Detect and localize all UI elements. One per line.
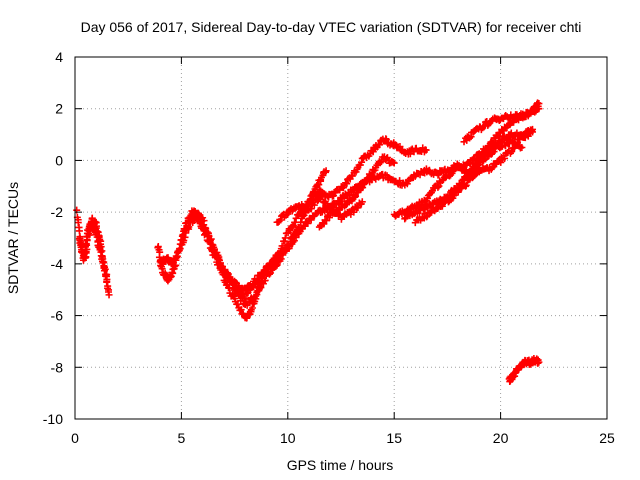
data-point-marker — [252, 292, 260, 300]
data-point-marker — [214, 254, 222, 262]
data-point-marker — [284, 210, 292, 218]
data-point-marker — [211, 248, 219, 256]
data-point-marker — [172, 252, 180, 260]
data-point-marker — [204, 231, 212, 239]
data-point-marker — [304, 219, 312, 227]
data-point-marker — [520, 131, 528, 139]
data-point-marker — [103, 275, 111, 283]
y-axis-label: SDTVAR / TECUs — [5, 182, 21, 294]
plot-frame — [74, 56, 608, 420]
data-point-marker — [292, 233, 300, 241]
x-tick-label: 15 — [386, 430, 402, 446]
data-point-marker — [490, 148, 498, 156]
data-point-marker — [535, 358, 543, 366]
data-point-marker — [318, 193, 326, 201]
axis-ticks: 0 5 10 15 20 25 -10 -8 -6 -4 -2 0 2 4 — [43, 49, 615, 446]
data-point-marker — [261, 276, 269, 284]
data-point-marker — [215, 255, 223, 263]
data-point-marker — [343, 180, 351, 188]
data-point-marker — [377, 158, 385, 166]
data-point-marker — [467, 170, 475, 178]
data-point-marker — [272, 262, 280, 270]
data-point-marker — [221, 267, 229, 275]
data-point-marker — [535, 105, 543, 113]
data-point-marker — [462, 181, 470, 189]
data-point-marker — [277, 216, 285, 224]
data-points — [73, 99, 543, 386]
data-point-marker — [292, 214, 300, 222]
data-point-marker — [281, 234, 289, 242]
y-tick-label: -10 — [43, 411, 63, 427]
data-point-marker — [310, 201, 318, 209]
y-tick-label: 0 — [55, 152, 63, 168]
data-point-marker — [501, 154, 509, 162]
data-point-marker — [288, 223, 296, 231]
data-point-marker — [257, 284, 265, 292]
data-point-marker — [470, 166, 478, 174]
data-point-marker — [307, 216, 315, 224]
y-tick-label: -4 — [51, 256, 64, 272]
data-point-marker — [289, 238, 297, 246]
data-point-marker — [191, 208, 199, 216]
x-tick-label: 5 — [178, 430, 186, 446]
data-point-marker — [488, 164, 496, 172]
data-point-marker — [105, 291, 113, 299]
data-point-marker — [291, 218, 299, 226]
x-tick-label: 20 — [493, 430, 509, 446]
data-point-marker — [422, 146, 430, 154]
data-point-marker — [326, 214, 334, 222]
data-point-marker — [528, 126, 536, 134]
data-point-marker — [164, 277, 172, 285]
data-point-marker — [434, 183, 442, 191]
x-axis-label: GPS time / hours — [287, 457, 394, 473]
data-point-marker — [376, 159, 384, 167]
y-tick-label: 2 — [55, 101, 63, 117]
data-point-marker — [390, 159, 398, 167]
data-point-marker — [267, 269, 275, 277]
data-point-marker — [76, 239, 84, 247]
data-point-marker — [466, 134, 474, 142]
data-point-marker — [316, 186, 324, 194]
data-point-marker — [248, 284, 256, 292]
data-point-marker — [184, 224, 192, 232]
data-point-marker — [271, 255, 279, 263]
data-point-marker — [176, 245, 184, 253]
data-point-marker — [322, 167, 330, 175]
data-point-marker — [202, 224, 210, 232]
data-point-marker — [200, 217, 208, 225]
data-point-marker — [307, 205, 315, 213]
data-point-marker — [352, 192, 360, 200]
y-tick-label: 4 — [55, 49, 63, 65]
data-point-marker — [185, 223, 193, 231]
data-point-marker — [278, 242, 286, 250]
chart-title: Day 056 of 2017, Sidereal Day-to-day VTE… — [81, 19, 582, 35]
data-point-marker — [238, 294, 246, 302]
x-tick-label: 25 — [599, 430, 615, 446]
data-point-marker — [205, 232, 213, 240]
data-point-marker — [286, 227, 294, 235]
data-point-marker — [466, 171, 474, 179]
x-tick-label: 0 — [71, 430, 79, 446]
data-point-marker — [171, 256, 179, 264]
y-tick-label: -2 — [51, 204, 64, 220]
data-point-marker — [273, 261, 281, 269]
y-tick-label: -6 — [51, 308, 64, 324]
data-point-marker — [166, 273, 174, 281]
data-point-marker — [358, 198, 366, 206]
x-tick-label: 10 — [280, 430, 296, 446]
data-point-marker — [350, 208, 358, 216]
data-point-marker — [529, 125, 537, 133]
data-point-marker — [277, 255, 285, 263]
data-point-marker — [518, 144, 526, 151]
data-point-marker — [233, 287, 241, 295]
data-point-marker — [190, 207, 198, 215]
data-point-marker — [423, 213, 431, 221]
data-point-marker — [428, 208, 436, 216]
data-point-marker — [265, 270, 273, 278]
data-point-marker — [375, 141, 383, 149]
y-tick-label: -8 — [51, 359, 64, 375]
